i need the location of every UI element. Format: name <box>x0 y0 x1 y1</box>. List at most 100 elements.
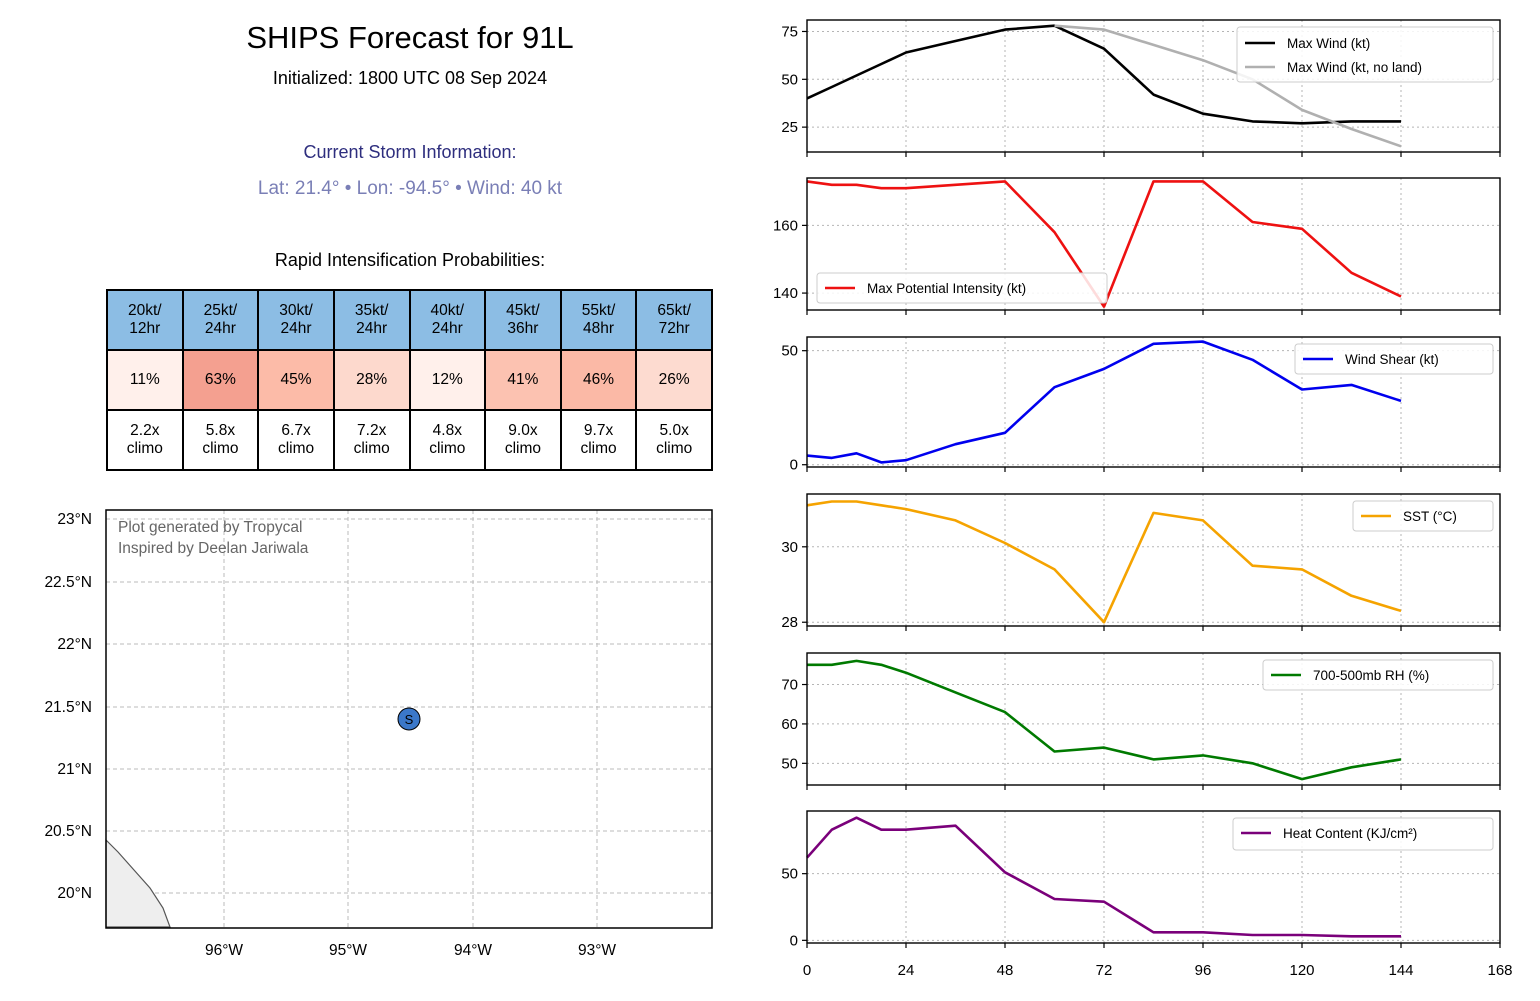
y-tick-label: 75 <box>781 23 798 40</box>
initialized-subtitle: Initialized: 1800 UTC 08 Sep 2024 <box>272 68 548 88</box>
ri-threshold-line2: 36hr <box>507 320 539 337</box>
ri-threshold-line1: 40kt/ <box>430 302 465 320</box>
legend-label: 700-500mb RH (%) <box>1313 668 1429 683</box>
chart-frame <box>806 177 1501 311</box>
legend-box <box>1236 26 1494 83</box>
legend-label: Heat Content (KJ/cm²) <box>1283 826 1417 841</box>
lon-tick-label: 96°W <box>205 942 243 959</box>
map-gridlines <box>106 510 712 928</box>
lat-tick-label: 22°N <box>57 636 92 653</box>
ri-threshold-line1: 30kt/ <box>279 302 313 320</box>
ri-threshold-cell: 40kt/24hr <box>408 289 487 351</box>
series-line <box>806 180 1402 308</box>
y-tick-label: 0 <box>790 932 798 949</box>
y-tick-label: 0 <box>790 457 798 474</box>
ri-climo-label: climo <box>353 440 390 457</box>
ri-probability-table: 20kt/12hr 25kt/24hr 30kt/24hr 35kt/24hr … <box>106 289 713 471</box>
ri-threshold-cell: 55kt/48hr <box>559 289 638 351</box>
ri-threshold-line2: 24hr <box>280 320 312 337</box>
y-tick-label: 28 <box>781 614 798 631</box>
ri-probability-cell: 63% <box>181 349 260 411</box>
ri-threshold-line2: 48hr <box>583 320 615 337</box>
x-tick-label: 72 <box>1096 962 1113 979</box>
ri-threshold-cell: 65kt/72hr <box>635 289 713 351</box>
x-tick-label: 168 <box>1487 962 1512 979</box>
y-tick-label: 50 <box>781 71 798 88</box>
land-mass <box>105 838 171 928</box>
legend-box <box>1294 343 1494 375</box>
x-tick-label: 144 <box>1388 962 1413 979</box>
ri-threshold-cell: 20kt/12hr <box>106 289 184 351</box>
ri-threshold-line1: 55kt/ <box>581 302 616 320</box>
chart-panel: 0 50 Wind Shear (kt) <box>781 336 1501 474</box>
ri-threshold-cell: 35kt/24hr <box>332 289 411 351</box>
ri-threshold-cell: 30kt/24hr <box>257 289 335 351</box>
ri-probability-cell: 26% <box>635 349 713 411</box>
ri-threshold-line1: 65kt/ <box>657 302 691 320</box>
legend-box <box>1232 817 1494 851</box>
ri-probability-cell: 11% <box>106 349 184 411</box>
chart-frame <box>806 810 1501 944</box>
map-credit-line2: Inspired by Deelan Jariwala <box>118 540 309 557</box>
ri-threshold-cell: 25kt/24hr <box>181 289 260 351</box>
y-tick-label: 50 <box>781 755 798 772</box>
chart-panel: 50 60 70 700-500mb RH (%) <box>781 652 1501 790</box>
ri-threshold-line2: 24hr <box>431 320 463 337</box>
legend-label: Max Wind (kt) <box>1287 36 1370 51</box>
storm-info-header: Current Storm Information: <box>303 142 517 162</box>
chart-panel: 28 30 SST (°C) <box>781 493 1501 631</box>
ri-threshold-cell: 45kt/36hr <box>484 289 562 351</box>
y-tick-label: 50 <box>781 343 798 360</box>
chart-frame <box>806 336 1501 468</box>
storm-marker-label: S <box>405 712 414 727</box>
legend-box <box>1262 659 1494 691</box>
ri-threshold-row: 20kt/12hr 25kt/24hr 30kt/24hr 35kt/24hr … <box>106 289 713 351</box>
ri-climo-label: climo <box>202 440 239 457</box>
lat-tick-label: 21°N <box>57 761 92 778</box>
legend-box <box>816 272 1108 304</box>
ri-probability-cell: 45% <box>257 349 335 411</box>
ri-threshold-line1: 25kt/ <box>203 302 238 320</box>
chart-frame <box>806 652 1501 786</box>
lat-tick-label: 20.5°N <box>44 823 92 840</box>
lon-tick-label: 93°W <box>578 942 616 959</box>
legend-label: Max Potential Intensity (kt) <box>867 281 1026 296</box>
ri-climo-cell: 2.2x climo <box>106 409 184 471</box>
ri-climo-cell: 6.7x climo <box>257 409 335 471</box>
y-tick-label: 30 <box>781 539 798 556</box>
map-credit-line1: Plot generated by Tropycal <box>118 519 302 536</box>
ri-climo-cell: 9.0x climo <box>484 409 562 471</box>
series-line <box>806 500 1402 624</box>
chart-panel: 25 50 75 Max Wind (kt) Max Wind (kt, no land… <box>781 19 1501 157</box>
x-tick-label: 120 <box>1289 962 1314 979</box>
ri-threshold-line2: 24hr <box>204 320 236 337</box>
ri-probability-row: 11% 63% 45% 28% 12% 41% 46% 26% <box>106 349 713 411</box>
y-tick-label: 70 <box>781 677 798 694</box>
legend-label: Wind Shear (kt) <box>1345 352 1439 367</box>
ri-climo-value: 9.7x <box>583 422 614 440</box>
ri-threshold-line1: 45kt/ <box>506 302 540 320</box>
y-tick-label: 50 <box>781 866 798 883</box>
series-line <box>806 816 1401 938</box>
ri-climo-value: 4.8x <box>432 422 462 440</box>
page-title: SHIPS Forecast for 91L <box>246 20 574 55</box>
ri-climo-value: 2.2x <box>130 422 160 440</box>
ri-climo-value: 5.8x <box>205 422 236 440</box>
ri-threshold-line2: 72hr <box>658 320 690 337</box>
ri-probability-cell: 41% <box>484 349 562 411</box>
series-line <box>807 659 1402 781</box>
chart-frame <box>806 493 1501 627</box>
storm-marker <box>397 707 421 731</box>
ri-climo-value: 6.7x <box>281 422 311 440</box>
storm-info-text: Lat: 21.4° • Lon: -94.5° • Wind: 40 kt <box>257 178 563 199</box>
ri-header: Rapid Intensification Probabilities: <box>274 250 546 270</box>
chart-panel: 0 50 Heat Content (KJ/cm²) <box>781 810 1501 949</box>
legend-label: SST (°C) <box>1403 509 1457 524</box>
ri-climo-label: climo <box>504 440 542 457</box>
ri-climo-cell: 9.7x climo <box>559 409 638 471</box>
lon-tick-label: 94°W <box>454 942 492 959</box>
ri-probability-cell: 28% <box>332 349 411 411</box>
ri-climo-label: climo <box>580 440 617 457</box>
ri-climo-cell: 5.8x climo <box>181 409 260 471</box>
